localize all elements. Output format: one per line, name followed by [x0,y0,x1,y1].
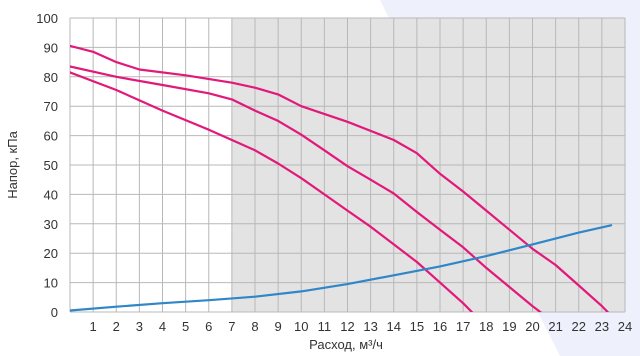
x-tick-label: 24 [618,319,632,334]
x-axis-label: Расход, м³/ч [309,337,383,352]
x-tick-label: 16 [433,319,447,334]
x-tick-label: 14 [387,319,401,334]
pump-curve-1 [70,44,610,312]
y-tick-label: 70 [44,99,58,114]
y-tick-label: 100 [36,11,58,26]
y-tick-label: 90 [44,40,58,55]
x-tick-label: 19 [502,319,516,334]
x-tick-label: 2 [113,319,120,334]
x-tick-label: 15 [410,319,424,334]
y-tick-label: 20 [44,246,58,261]
x-tick-label: 22 [572,319,586,334]
pump-curve-2 [70,65,543,312]
x-tick-label: 17 [456,319,470,334]
y-tick-label: 80 [44,70,58,85]
x-tick-label: 5 [182,319,189,334]
x-tick-label: 12 [340,319,354,334]
x-tick-label: 3 [136,319,143,334]
x-tick-label: 18 [479,319,493,334]
x-tick-label: 13 [363,319,377,334]
y-tick-label: 10 [44,276,58,291]
x-tick-label: 11 [318,319,332,334]
y-tick-label: 40 [44,187,58,202]
y-axis-label: Напор, кПа [5,130,20,198]
y-tick-label: 60 [44,129,58,144]
x-tick-label: 9 [275,319,282,334]
y-tick-label: 0 [51,305,58,320]
system-curve [70,224,613,312]
pump-curve-3 [70,71,474,312]
x-tick-label: 7 [228,319,235,334]
y-tick-label: 50 [44,158,58,173]
x-tick-label: 23 [595,319,609,334]
x-tick-label: 8 [251,319,258,334]
x-tick-label: 4 [159,319,166,334]
y-tick-label: 30 [44,217,58,232]
x-tick-label: 10 [294,319,308,334]
x-tick-label: 1 [90,319,97,334]
x-tick-label: 20 [525,319,539,334]
x-tick-label: 6 [205,319,212,334]
x-tick-label: 21 [548,319,562,334]
